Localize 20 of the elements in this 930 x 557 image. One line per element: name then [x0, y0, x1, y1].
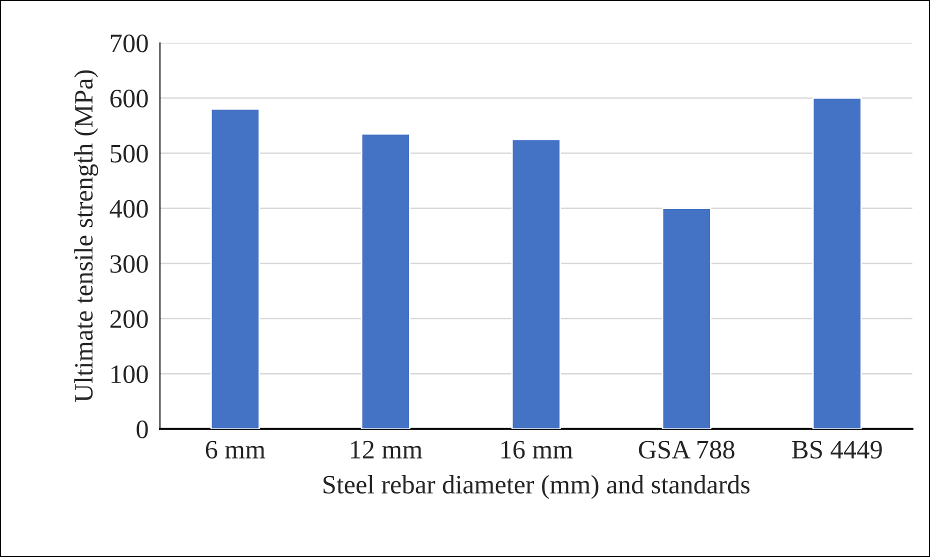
y-axis-title: Ultimate tensile strength (MPa) [74, 70, 98, 402]
bar [511, 138, 561, 429]
y-tick-label: 0 [136, 420, 148, 438]
y-tick-label: 200 [110, 310, 148, 328]
y-tick-label: 100 [112, 365, 148, 384]
x-axis-title: Steel rebar diameter (mm) and standards [324, 475, 750, 499]
bar [360, 133, 410, 429]
x-tick-label: GSA 788 [638, 440, 734, 459]
y-tick-label: 600 [110, 90, 148, 108]
x-tick-label: 16 mm [501, 440, 573, 459]
x-tick-label: 6 mm [206, 440, 266, 459]
x-tick-label: BS 4449 [792, 440, 882, 459]
y-tick-label: 700 [111, 34, 148, 52]
bar [812, 97, 862, 429]
y-tick-label: 500 [110, 144, 148, 163]
y-tick-label: 300 [110, 255, 148, 273]
x-tick-label: 12 mm [350, 440, 422, 458]
y-tick-label: 400 [110, 200, 148, 218]
bar [662, 208, 712, 429]
bar [210, 108, 260, 429]
